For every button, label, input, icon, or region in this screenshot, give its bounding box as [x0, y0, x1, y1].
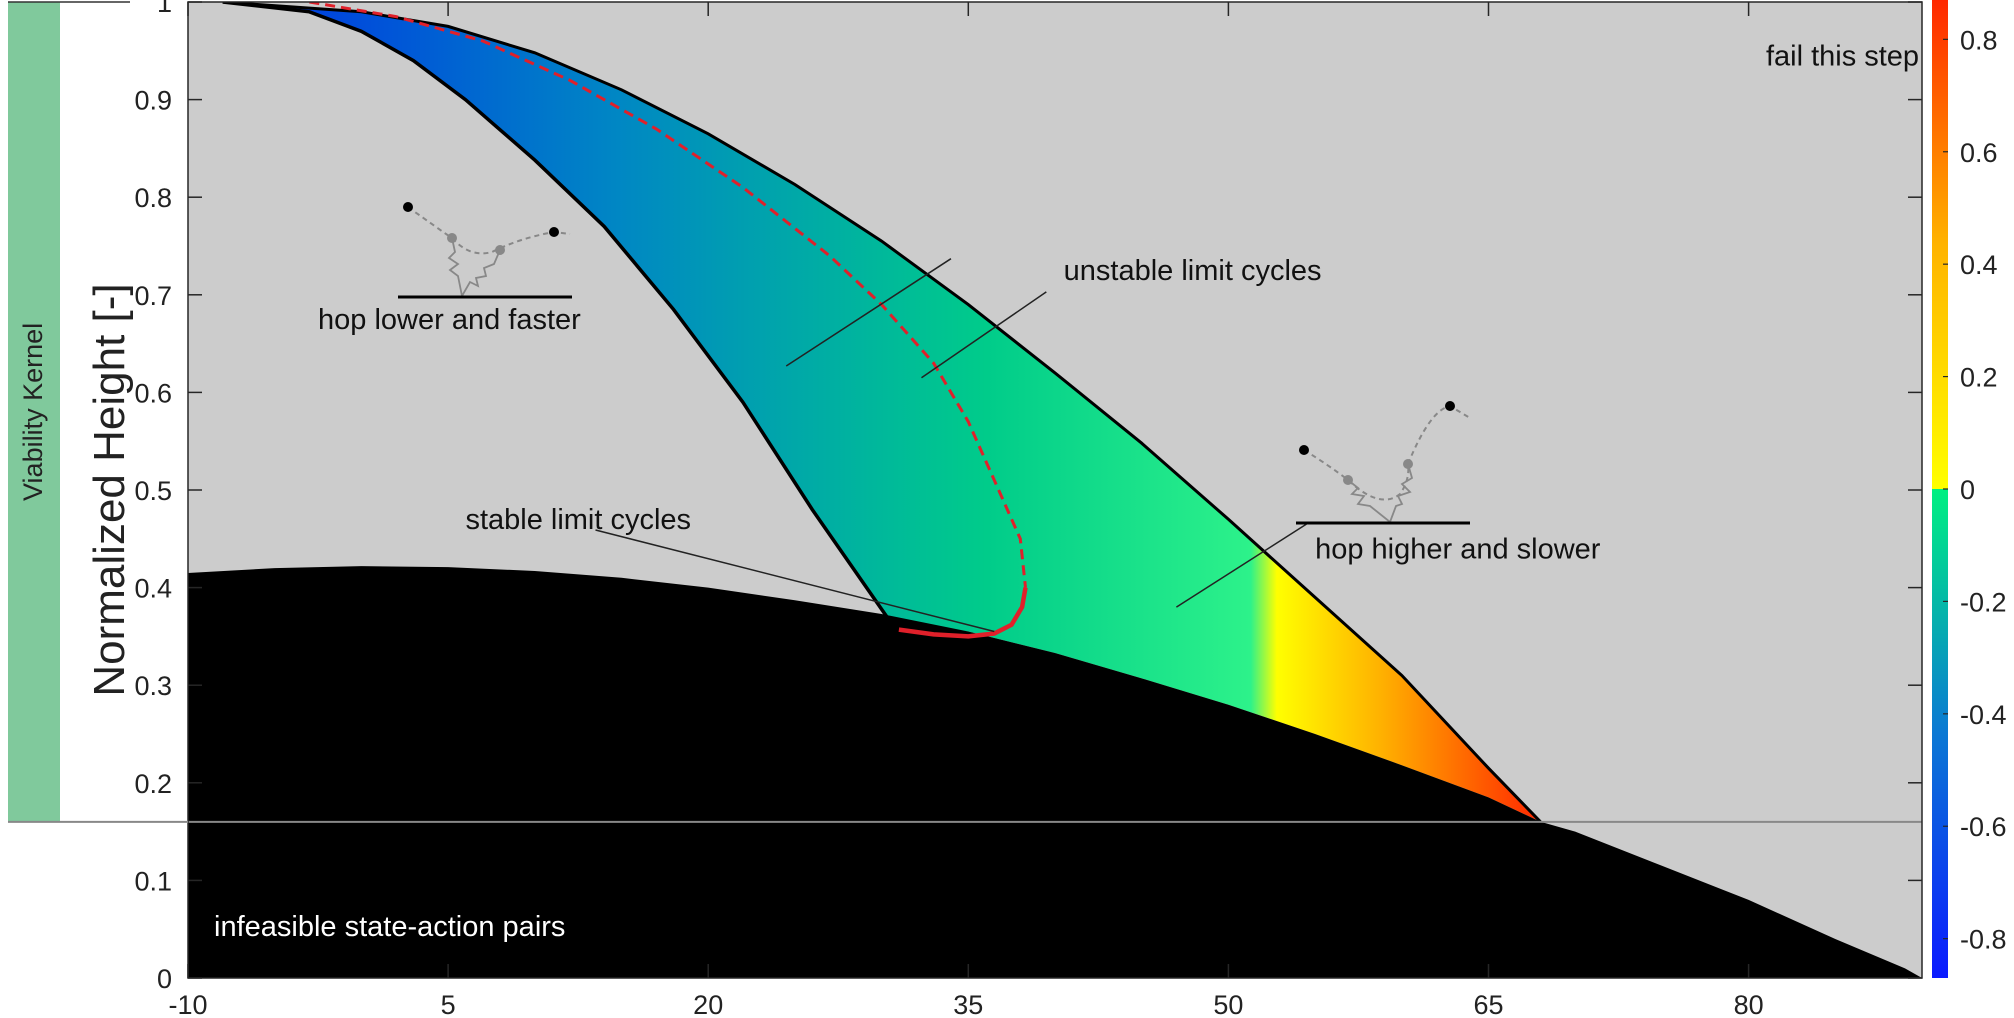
- hopper-point: [1299, 445, 1309, 455]
- annotation-label: hop lower and faster: [318, 304, 581, 336]
- viability-kernel-bar: [8, 2, 60, 822]
- colorbar-tick-label: -0.2: [1960, 587, 2007, 617]
- annotation-label: hop higher and slower: [1315, 533, 1601, 565]
- x-tick-label: 20: [693, 990, 723, 1018]
- x-tick-label: 50: [1213, 990, 1243, 1018]
- y-tick-label: 0.3: [134, 671, 172, 701]
- annotation-label: stable limit cycles: [465, 504, 691, 536]
- y-tick-label: 0.2: [134, 769, 172, 799]
- colorbar-tick-label: 0.6: [1960, 138, 1998, 168]
- annotation-label: fail this step: [1766, 40, 1919, 72]
- x-tick-label: -10: [168, 990, 207, 1018]
- hopper-point: [403, 202, 413, 212]
- hopper-trajectory: [1303, 404, 1471, 501]
- x-tick-label: 5: [441, 990, 456, 1018]
- hopper-icon-lower-faster: [398, 202, 572, 299]
- y-tick-label: 0.5: [134, 476, 172, 506]
- annotation-leader-line: [785, 258, 952, 367]
- annotation-leader-line: [921, 291, 1047, 379]
- hopper-spring: [1347, 463, 1414, 524]
- region-upper-boundary: [222, 2, 1542, 823]
- y-tick-label: 1: [157, 0, 172, 18]
- annotation-label: unstable limit cycles: [1064, 255, 1322, 287]
- y-tick-label: 0.4: [134, 574, 172, 604]
- y-tick-label: 0.8: [134, 183, 172, 213]
- y-tick-label: 0: [157, 964, 172, 994]
- hopper-spring: [447, 237, 501, 299]
- annotation-label: infeasible state-action pairs: [214, 911, 565, 943]
- viability-region: [222, 2, 1541, 822]
- colorbar-tick-label: 0.8: [1960, 25, 1998, 55]
- y-tick-label: 0.7: [134, 281, 172, 311]
- annotation-leader-line: [1175, 523, 1307, 608]
- hopper-trajectory: [407, 206, 571, 255]
- region-left-boundary: [222, 2, 892, 623]
- hopper-point: [549, 227, 559, 237]
- colorbar-tick-label: -0.6: [1960, 812, 2007, 842]
- y-tick-label: 0.9: [134, 86, 172, 116]
- colorbar-tick-label: 0: [1960, 475, 1975, 505]
- hopper-icon-higher-slower: [1296, 401, 1471, 525]
- colorbar-tick-label: 0.2: [1960, 363, 1998, 393]
- infeasible-region: [188, 566, 1922, 978]
- y-axis-label: Normalized Height [-]: [85, 283, 134, 696]
- colorbar-ticks: 0.8 0.6 0.4 0.2 0 -0.2 -0.4 -0.6 -0.8: [1943, 25, 2007, 955]
- y-tick-label: 0.1: [134, 866, 172, 896]
- annotation-leader-line: [595, 529, 995, 633]
- annotation-leader-lines: [595, 258, 1307, 633]
- plot-area: [188, 2, 1922, 978]
- colorbar-tick-label: -0.8: [1960, 925, 2007, 955]
- annotations: fail this step unstable limit cycles hop l…: [214, 40, 1919, 943]
- x-tick-label: 80: [1734, 990, 1764, 1018]
- colorbar: [1932, 0, 1948, 978]
- viability-kernel-label: Viability Kernel: [18, 323, 48, 501]
- x-tick-label: 35: [953, 990, 983, 1018]
- unstable-limit-cycle-line: [309, 2, 1027, 588]
- colorbar-tick-label: 0.4: [1960, 250, 1998, 280]
- x-tick-label: 65: [1473, 990, 1503, 1018]
- stable-limit-cycle-line: [898, 587, 1028, 639]
- colorbar-tick-label: -0.4: [1960, 700, 2007, 730]
- hopper-point: [1445, 401, 1455, 411]
- axis-ticks: -10 5 20 35 50 65 80 0 0.1 0.2 0.3 0.4 0.5 0.6 0.7 0.8 0…: [8, 0, 1922, 1018]
- y-tick-label: 0.6: [134, 378, 172, 408]
